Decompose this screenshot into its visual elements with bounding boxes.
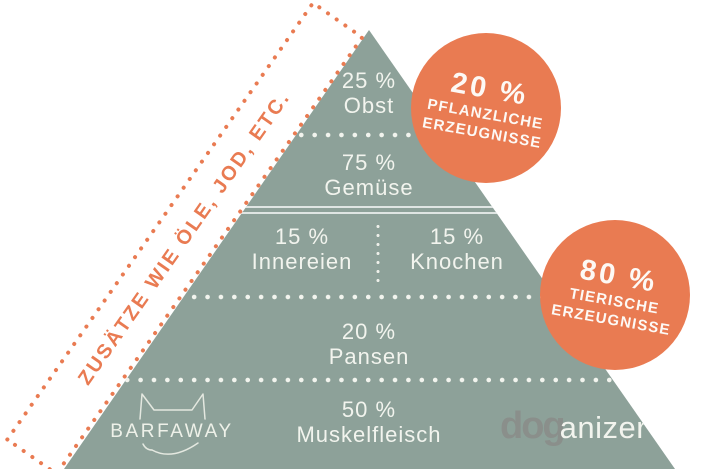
innereien-label: Innereien xyxy=(251,249,353,274)
cat-ears-icon xyxy=(138,393,206,420)
dotted-divider-2 xyxy=(64,294,675,300)
cat-smile-icon xyxy=(142,442,199,455)
pansen-label: Pansen xyxy=(328,344,410,369)
muskelfleisch-label: Muskelfleisch xyxy=(296,422,442,447)
dotted-divider-3 xyxy=(64,377,675,383)
section-pansen: 20 % Pansen xyxy=(269,319,469,369)
muskelfleisch-percent: 50 % xyxy=(341,397,397,422)
barfaway-wordmark: BARFAWAY xyxy=(110,421,234,442)
knochen-percent: 15 % xyxy=(429,224,485,249)
barfaway-logo: BARFAWAY xyxy=(108,392,236,461)
double-line-divider xyxy=(64,206,675,214)
badge-plant-products: 20 % PFLANZLICHE ERZEUGNISSE xyxy=(411,33,561,183)
gemuese-label: Gemüse xyxy=(324,175,414,200)
section-innereien: 15 % Innereien xyxy=(227,224,377,274)
doganizer-logo: doganizer xyxy=(500,405,647,448)
dotted-divider-vertical xyxy=(376,222,380,288)
section-muskelfleisch: 50 % Muskelfleisch xyxy=(244,397,494,447)
doganizer-wordmark-bold: dog xyxy=(500,405,566,447)
pansen-percent: 20 % xyxy=(341,319,397,344)
innereien-percent: 15 % xyxy=(274,224,330,249)
dotted-divider-1 xyxy=(64,132,675,138)
badge-animal-products: 80 % TIERISCHE ERZEUGNISSE xyxy=(540,220,690,370)
section-knochen: 15 % Knochen xyxy=(382,224,532,274)
doganizer-wordmark-light: anizer xyxy=(559,410,648,445)
knochen-label: Knochen xyxy=(410,249,504,274)
